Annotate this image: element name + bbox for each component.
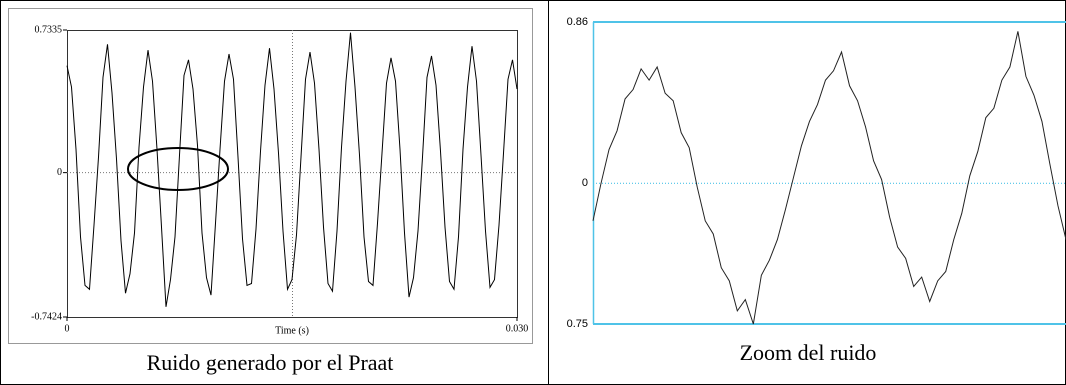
y-tick-label: 0.7335	[35, 24, 63, 35]
y-tick-label: 0	[57, 167, 62, 178]
panel-frame	[8, 8, 533, 344]
highlight-ellipse	[127, 147, 229, 191]
y-tick-label: 0	[582, 177, 588, 189]
waveform	[66, 32, 518, 307]
x-axis-label: Time (s)	[275, 325, 309, 336]
y-tick-label: 0.75	[567, 318, 588, 330]
y-tick-label: 0.86	[567, 16, 588, 28]
caption: Ruido generado por el Praat	[147, 350, 394, 375]
caption: Zoom del ruido	[740, 340, 877, 365]
y-tick-label: -0.7424	[31, 311, 62, 322]
waveform	[592, 31, 1066, 325]
x-tick-label: 0.030	[506, 323, 529, 334]
x-tick-label: 0	[65, 323, 70, 334]
